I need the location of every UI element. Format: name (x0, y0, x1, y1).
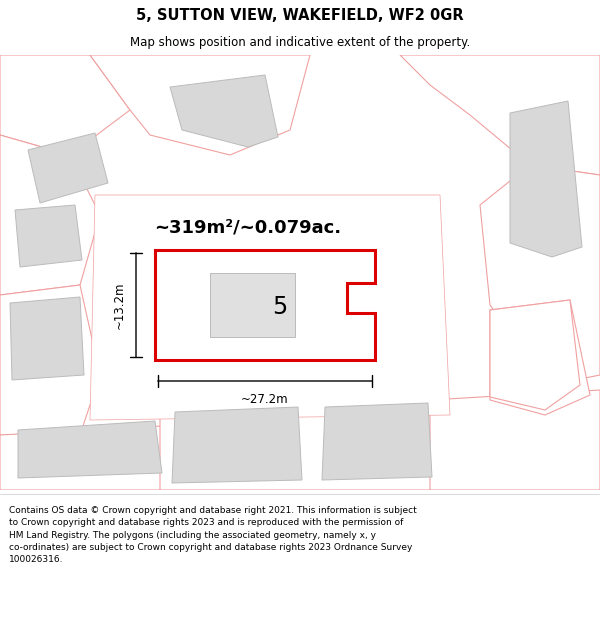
Text: Contains OS data © Crown copyright and database right 2021. This information is : Contains OS data © Crown copyright and d… (9, 506, 417, 564)
Polygon shape (15, 205, 82, 267)
Polygon shape (28, 133, 108, 203)
Polygon shape (160, 405, 450, 490)
Polygon shape (322, 403, 432, 480)
Text: ~27.2m: ~27.2m (241, 393, 289, 406)
Polygon shape (490, 300, 590, 415)
Polygon shape (480, 165, 600, 385)
Text: Map shows position and indicative extent of the property.: Map shows position and indicative extent… (130, 36, 470, 49)
Text: 5, SUTTON VIEW, WAKEFIELD, WF2 0GR: 5, SUTTON VIEW, WAKEFIELD, WF2 0GR (136, 8, 464, 23)
Polygon shape (90, 195, 450, 420)
Text: 5: 5 (272, 295, 287, 319)
Polygon shape (430, 390, 600, 490)
Polygon shape (10, 297, 84, 380)
Polygon shape (510, 101, 582, 257)
Polygon shape (155, 250, 375, 360)
Text: ~13.2m: ~13.2m (113, 281, 126, 329)
Polygon shape (0, 285, 100, 435)
Polygon shape (18, 421, 162, 478)
Text: ~319m²/~0.079ac.: ~319m²/~0.079ac. (154, 218, 341, 236)
Polygon shape (210, 273, 295, 337)
Polygon shape (400, 55, 600, 175)
Polygon shape (0, 55, 130, 155)
Polygon shape (490, 300, 580, 410)
Polygon shape (170, 75, 278, 147)
Polygon shape (90, 55, 310, 155)
Polygon shape (172, 407, 302, 483)
Polygon shape (0, 425, 200, 490)
Polygon shape (0, 135, 100, 295)
